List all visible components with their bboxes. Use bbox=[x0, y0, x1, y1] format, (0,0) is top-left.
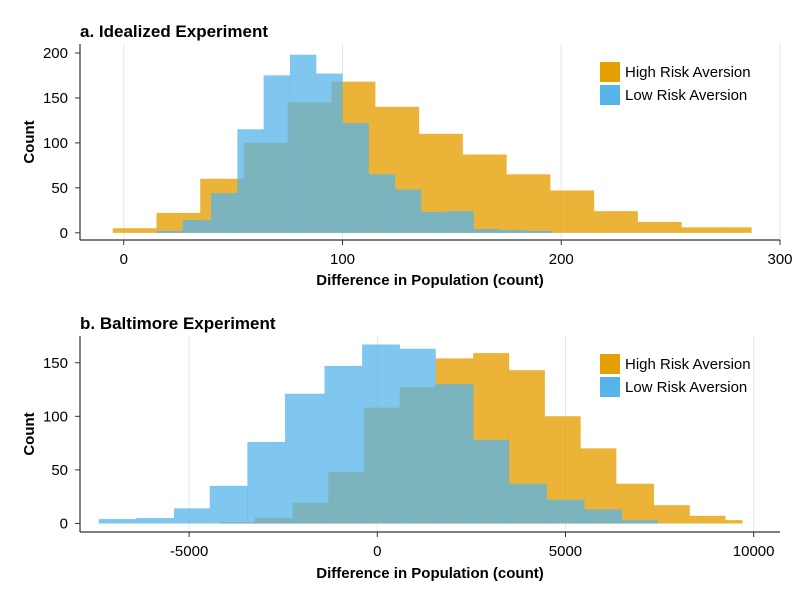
histogram-bar bbox=[473, 228, 501, 234]
histogram-bar bbox=[98, 518, 137, 524]
histogram-bar bbox=[156, 230, 184, 234]
y-tick-label: 0 bbox=[60, 515, 68, 532]
histogram-bar bbox=[182, 219, 212, 234]
histogram-bar bbox=[324, 365, 363, 524]
histogram-bar bbox=[506, 174, 551, 234]
histogram-bar bbox=[211, 192, 238, 234]
histogram-bar bbox=[447, 210, 474, 234]
histogram-bar bbox=[237, 129, 264, 234]
histogram-bar bbox=[526, 230, 553, 234]
histogram-bar bbox=[394, 189, 422, 234]
x-axis-label: Difference in Population (count) bbox=[316, 565, 544, 582]
legend-swatch-high-risk-aversion bbox=[600, 354, 620, 374]
histogram-bar bbox=[653, 504, 690, 524]
legend-label: Low Risk Aversion bbox=[625, 87, 747, 104]
histogram-bar bbox=[546, 499, 585, 524]
y-tick-label: 50 bbox=[51, 462, 68, 479]
histogram-bar bbox=[621, 519, 658, 524]
legend-label: High Risk Aversion bbox=[625, 356, 751, 373]
y-tick-label: 150 bbox=[43, 90, 68, 107]
histogram-bar bbox=[473, 439, 510, 524]
y-tick-label: 50 bbox=[51, 180, 68, 197]
x-tick-label: 10000 bbox=[733, 543, 775, 560]
chart-title: b. Baltimore Experiment bbox=[80, 314, 276, 333]
histogram-bar bbox=[689, 515, 726, 524]
histogram-bar bbox=[289, 54, 317, 234]
chart-title: a. Idealized Experiment bbox=[80, 22, 268, 41]
histogram-bar bbox=[681, 227, 726, 234]
legend-swatch-low-risk-aversion bbox=[600, 85, 620, 105]
series-low-risk-aversion bbox=[156, 54, 553, 234]
legend-swatch-low-risk-aversion bbox=[600, 377, 620, 397]
legend: High Risk Aversion Low Risk Aversion bbox=[600, 354, 751, 397]
y-tick-label: 200 bbox=[43, 45, 68, 62]
histogram-bar bbox=[499, 229, 527, 234]
histogram-bar bbox=[399, 348, 436, 524]
histogram-bar bbox=[362, 344, 401, 524]
x-tick-label: 5000 bbox=[549, 543, 582, 560]
legend-label: High Risk Aversion bbox=[625, 64, 751, 81]
histogram-bar bbox=[112, 228, 157, 234]
histogram-bar bbox=[550, 190, 595, 234]
histogram-bar bbox=[725, 227, 752, 234]
panel-baltimore: -5000 0 5000 10000 0 50 100 150 b. Baltimore Exp… bbox=[21, 314, 780, 582]
histogram-bar bbox=[316, 73, 343, 234]
histogram-bar bbox=[342, 122, 369, 234]
histogram-bar bbox=[263, 75, 291, 234]
x-axis-label: Difference in Population (count) bbox=[316, 272, 544, 289]
series-low-risk-aversion bbox=[98, 344, 658, 524]
y-tick-label: 150 bbox=[43, 355, 68, 372]
y-axis-label: Count bbox=[21, 412, 38, 455]
histogram-bar bbox=[421, 211, 448, 234]
histogram-bar bbox=[593, 210, 639, 234]
histogram-bar bbox=[508, 483, 547, 524]
histogram-bar bbox=[584, 509, 623, 524]
histogram-bar bbox=[136, 517, 175, 524]
x-tick-label: 300 bbox=[767, 251, 792, 268]
x-tick-label: -5000 bbox=[170, 543, 208, 560]
y-tick-label: 100 bbox=[43, 408, 68, 425]
histogram-bar bbox=[209, 485, 248, 524]
y-axis-label: Count bbox=[21, 120, 38, 163]
histogram-bar bbox=[173, 508, 211, 524]
series-high-risk-aversion bbox=[112, 81, 752, 234]
histogram-bar bbox=[284, 393, 325, 524]
x-tick-label: 0 bbox=[373, 543, 381, 560]
histogram-bar bbox=[368, 174, 396, 234]
histogram-bar bbox=[247, 441, 286, 524]
histogram-bar bbox=[435, 383, 474, 524]
x-tick-label: 100 bbox=[330, 251, 355, 268]
x-tick-label: 200 bbox=[549, 251, 574, 268]
y-tick-label: 100 bbox=[43, 135, 68, 152]
y-tick-label: 0 bbox=[60, 225, 68, 242]
legend-swatch-high-risk-aversion bbox=[600, 62, 620, 82]
histogram-bar bbox=[637, 221, 682, 234]
x-tick-label: 0 bbox=[120, 251, 128, 268]
panel-idealized: 0 100 200 300 0 50 100 150 200 a. Idealized Exper… bbox=[21, 22, 793, 289]
legend: High Risk Aversion Low Risk Aversion bbox=[600, 62, 751, 105]
legend-label: Low Risk Aversion bbox=[625, 379, 747, 396]
histogram-bar bbox=[725, 519, 743, 524]
